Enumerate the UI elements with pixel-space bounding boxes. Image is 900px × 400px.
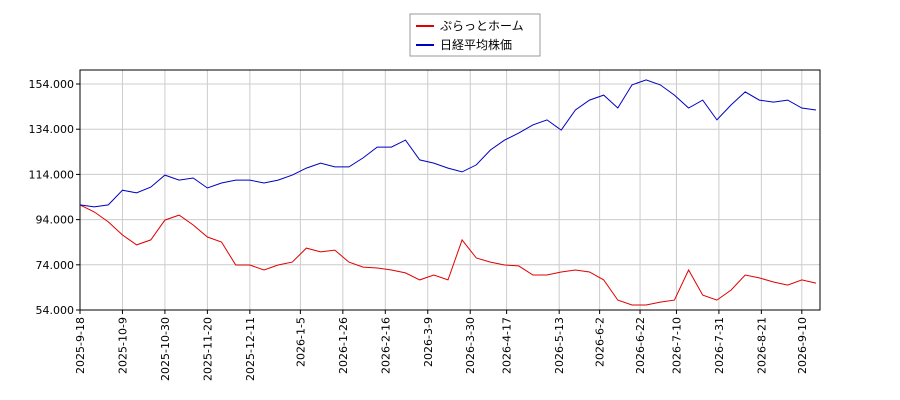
x-tick-label: 2025-10-9 xyxy=(116,317,129,374)
x-tick-label: 2026-7-10 xyxy=(670,317,683,374)
y-tick-label: 54.000 xyxy=(36,304,75,317)
x-tick-label: 2026-3-9 xyxy=(422,317,435,367)
y-tick-label: 134.000 xyxy=(29,123,75,136)
series-line xyxy=(79,204,817,306)
legend-label: ぷらっとホーム xyxy=(440,19,524,33)
x-tick-label: 2026-4-17 xyxy=(501,317,514,374)
x-tick-label: 2026-2-16 xyxy=(379,317,392,374)
x-tick-label: 2025-10-30 xyxy=(159,317,172,381)
x-tick-label: 2025-12-11 xyxy=(244,317,257,381)
x-tick-label: 2026-1-5 xyxy=(294,317,307,367)
legend-label: 日経平均株価 xyxy=(440,37,512,52)
x-tick-label: 2026-8-21 xyxy=(755,317,768,374)
x-tick-label: 2026-3-30 xyxy=(464,317,477,374)
series-line xyxy=(79,79,817,208)
legend-box xyxy=(409,13,541,57)
x-tick-label: 2026-6-2 xyxy=(594,317,607,367)
x-tick-label: 2026-7-31 xyxy=(713,317,726,374)
x-tick-label: 2025-9-18 xyxy=(74,317,87,374)
plot-frame xyxy=(79,69,821,311)
y-tick-label: 94.000 xyxy=(36,214,75,227)
x-tick-label: 2026-6-22 xyxy=(634,317,647,374)
x-tick-label: 2026-9-10 xyxy=(796,317,809,374)
x-tick-label: 2026-5-13 xyxy=(553,317,566,374)
y-tick-label: 114.000 xyxy=(29,168,75,181)
x-tick-label: 2025-11-20 xyxy=(201,317,214,381)
x-tick-label: 2026-1-26 xyxy=(337,317,350,374)
y-tick-label: 74.000 xyxy=(36,259,75,272)
y-tick-label: 154.000 xyxy=(29,78,75,91)
